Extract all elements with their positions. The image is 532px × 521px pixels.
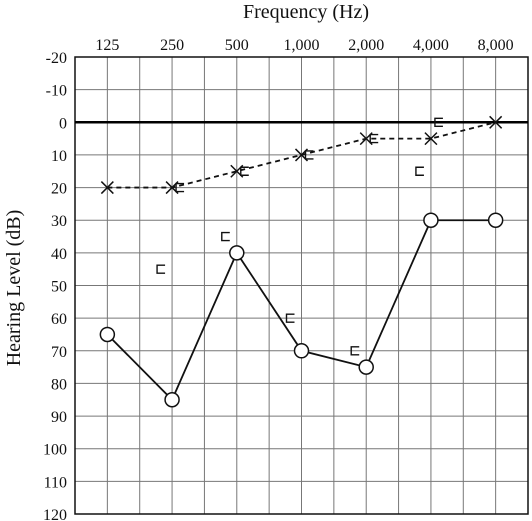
x-tick-label: 1,000 xyxy=(284,37,320,54)
x-tick-label: 4,000 xyxy=(413,37,449,54)
y-tick-label: 20 xyxy=(51,181,67,198)
bracket-marker xyxy=(304,150,314,160)
grid xyxy=(74,56,529,515)
x-marker xyxy=(489,115,503,129)
y-axis-title: Hearing Level (dB) xyxy=(3,210,25,367)
y-tick-label: 50 xyxy=(51,279,67,296)
bracket-marker xyxy=(221,231,230,242)
y-tick-label: 60 xyxy=(51,311,67,328)
y-tick-label: 40 xyxy=(51,246,67,263)
bracket-marker xyxy=(240,166,249,176)
bracket-marker xyxy=(369,133,379,144)
x-tick-label: 125 xyxy=(95,37,119,54)
x-tick-label: 8,000 xyxy=(478,37,514,54)
bracket-marker xyxy=(350,346,360,356)
x-marker xyxy=(100,181,114,195)
x-axis-title: Frequency (Hz) xyxy=(243,1,369,23)
y-tick-label: 90 xyxy=(51,409,67,426)
circle-marker xyxy=(164,392,180,408)
y-tick-label: 120 xyxy=(43,507,67,521)
x-tick-label: 250 xyxy=(160,37,184,54)
y-tick-label: 100 xyxy=(43,442,67,459)
circle-marker xyxy=(229,245,245,261)
bracket-marker xyxy=(434,117,443,127)
y-tick-label: -10 xyxy=(46,83,67,100)
y-tick-label: 80 xyxy=(51,376,67,393)
x-tick-labels: 125 250 500 1,000 2,000 4,000 8,000 xyxy=(95,37,513,54)
series-layer xyxy=(99,115,504,408)
plot-frame xyxy=(74,56,529,515)
y-tick-labels: -20 -10 0 10 20 30 40 50 60 70 80 90 100 110 120 xyxy=(43,50,67,521)
circle-marker xyxy=(487,212,504,228)
bracket-marker xyxy=(175,182,185,193)
y-tick-label: 110 xyxy=(44,474,67,491)
circle-marker xyxy=(358,359,374,375)
bracket-marker xyxy=(415,166,424,176)
x-marker xyxy=(424,132,438,146)
circle-marker xyxy=(99,326,116,343)
y-tick-label: 30 xyxy=(51,213,67,230)
y-tick-label: -20 xyxy=(46,50,67,67)
circle-marker xyxy=(423,212,439,228)
y-tick-label: 0 xyxy=(59,115,67,132)
bracket-marker xyxy=(156,264,166,274)
y-tick-label: 10 xyxy=(51,148,67,165)
x-tick-label: 2,000 xyxy=(348,37,384,54)
x-tick-label: 500 xyxy=(225,37,249,54)
bracket-marker xyxy=(285,313,295,323)
circle-marker xyxy=(293,343,310,359)
y-tick-label: 70 xyxy=(51,344,67,361)
